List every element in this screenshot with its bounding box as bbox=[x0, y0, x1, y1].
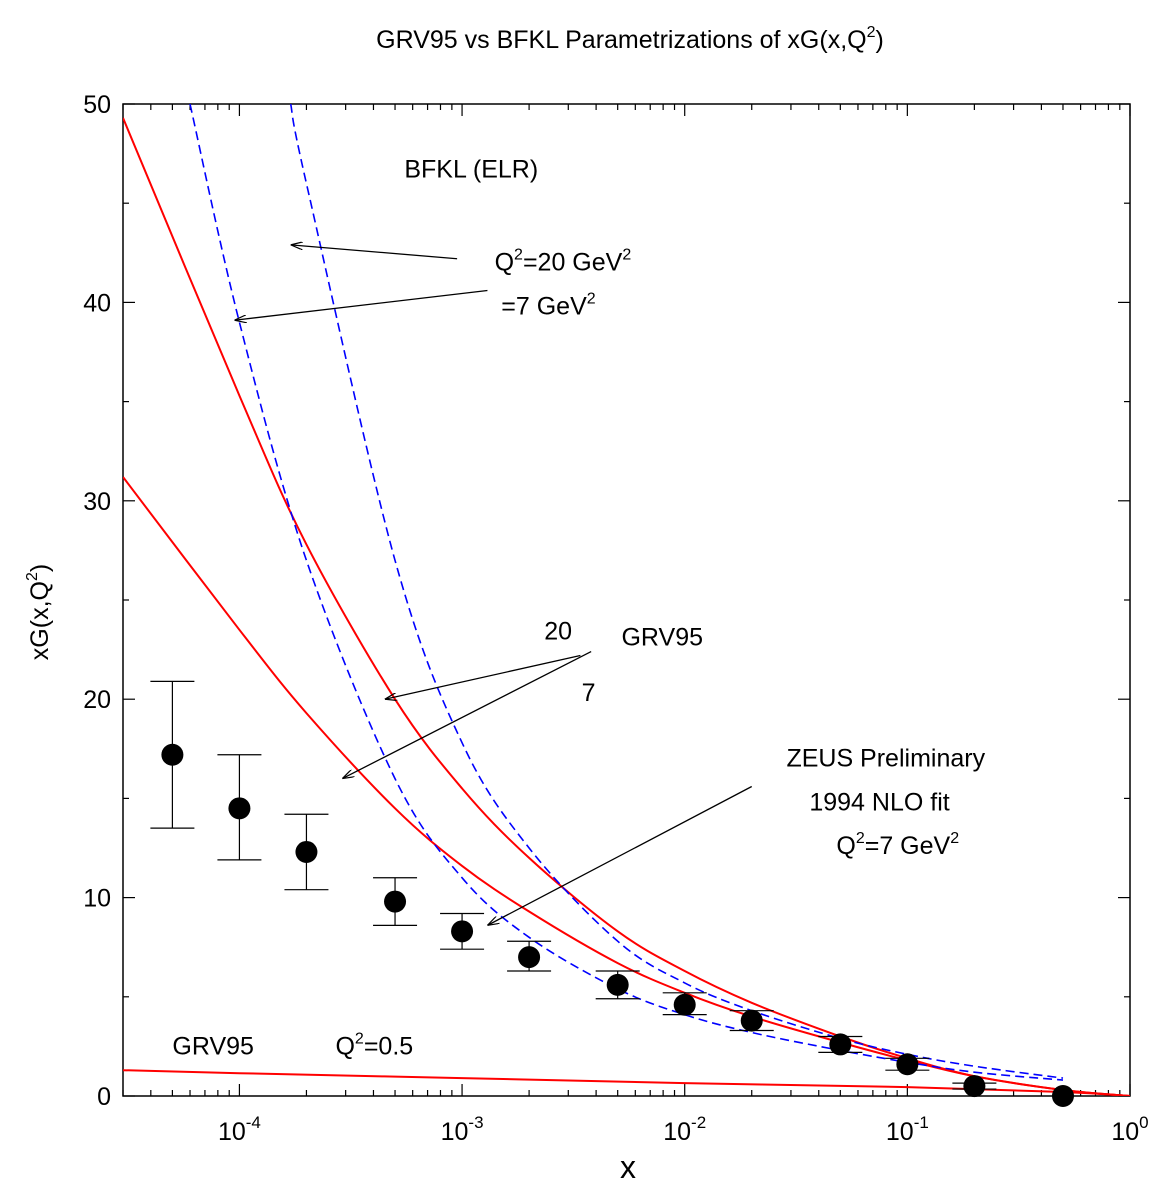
x-tick-label: 10-3 bbox=[441, 1113, 484, 1146]
annotation-zeus2: 1994 NLO fit bbox=[809, 788, 949, 816]
annotation-arrow-n20 bbox=[385, 654, 581, 700]
annotation-arrow-zeus1 bbox=[487, 785, 753, 925]
grv95-curve-2 bbox=[123, 1069, 1130, 1096]
annotation-text: Q bbox=[335, 1032, 354, 1060]
data-point bbox=[606, 973, 629, 996]
annotation-text: 1994 NLO fit bbox=[809, 788, 949, 816]
annotation-superscript-2: 2 bbox=[950, 830, 959, 847]
annotation-arrow-q7 bbox=[234, 289, 488, 320]
annotation-text: GRV95 bbox=[621, 624, 703, 652]
annotation-grvlow1: GRV95 bbox=[172, 1032, 254, 1060]
annotation-text-rest: =0.5 bbox=[364, 1032, 413, 1060]
y-tick-label: 0 bbox=[97, 1083, 111, 1111]
data-point bbox=[295, 840, 318, 863]
annotation-superscript-2: 2 bbox=[622, 247, 631, 264]
annotation-text: =7 GeV bbox=[501, 292, 587, 320]
x-tick-base: 10 bbox=[663, 1118, 691, 1146]
y-axis-label: xG(x,Q2) bbox=[24, 564, 54, 660]
annotation-superscript: 2 bbox=[856, 830, 865, 847]
x-tick-exponent: -1 bbox=[914, 1113, 929, 1132]
x-tick-base: 10 bbox=[441, 1118, 469, 1146]
annotation-text: BFKL (ELR) bbox=[404, 155, 538, 183]
y-axis-label-main: xG(x,Q bbox=[26, 581, 54, 660]
data-point bbox=[161, 743, 184, 766]
annotation-n20: 20 bbox=[544, 618, 572, 646]
grv95-curve-1 bbox=[123, 476, 1130, 1096]
x-tick-base: 10 bbox=[886, 1118, 914, 1146]
annotation-bfkl: BFKL (ELR) bbox=[404, 155, 538, 183]
chart-title: GRV95 vs BFKL Parametrizations of xG(x,Q… bbox=[376, 24, 884, 54]
y-tick-label: 20 bbox=[83, 686, 111, 714]
data-point bbox=[518, 946, 541, 969]
annotation-zeus3: Q2=7 GeV2 bbox=[836, 830, 959, 860]
y-tick-label: 10 bbox=[83, 885, 111, 913]
data-point bbox=[451, 920, 474, 943]
y-axis-label-end: ) bbox=[26, 564, 54, 572]
annotation-text: Q bbox=[836, 832, 855, 860]
annotation-superscript: 2 bbox=[587, 290, 596, 307]
chart-title-end: ) bbox=[876, 26, 884, 54]
annotation-q20: Q2=20 GeV2 bbox=[495, 247, 632, 277]
x-tick-label: 100 bbox=[1111, 1113, 1148, 1146]
x-tick-exponent: -4 bbox=[246, 1113, 261, 1132]
x-tick-exponent: -3 bbox=[468, 1113, 483, 1132]
annotation-text-rest: =7 GeV bbox=[865, 832, 951, 860]
data-point bbox=[740, 1009, 763, 1032]
data-point bbox=[1051, 1085, 1074, 1107]
annotation-arrow-n7 bbox=[342, 651, 592, 779]
annotation-q7: =7 GeV2 bbox=[501, 290, 595, 320]
chart-title-main: GRV95 vs BFKL Parametrizations of xG(x,Q bbox=[376, 26, 866, 54]
x-tick-exponent: -2 bbox=[691, 1113, 706, 1132]
x-tick-label: 10-2 bbox=[663, 1113, 706, 1146]
annotation-superscript: 2 bbox=[355, 1030, 364, 1047]
y-tick-label: 30 bbox=[83, 488, 111, 516]
data-point bbox=[228, 797, 251, 820]
annotation-arrow-q20 bbox=[291, 245, 458, 260]
curves-group bbox=[123, 104, 1130, 1096]
x-axis-label: x bbox=[620, 1149, 636, 1185]
bfkl-curve-3 bbox=[289, 104, 1064, 1079]
annotation-grv95: GRV95 bbox=[621, 624, 703, 652]
annotation-text: ZEUS Preliminary bbox=[786, 745, 985, 773]
annotation-text: 7 bbox=[582, 679, 596, 707]
annotation-text: 20 bbox=[544, 618, 572, 646]
data-point bbox=[829, 1033, 852, 1056]
annotation-zeus1: ZEUS Preliminary bbox=[786, 745, 985, 773]
x-tick-exponent: 0 bbox=[1139, 1113, 1148, 1132]
x-tick-base: 10 bbox=[218, 1118, 246, 1146]
data-point bbox=[963, 1075, 986, 1098]
bfkl-curve-4 bbox=[189, 104, 1064, 1081]
annotation-superscript: 2 bbox=[514, 247, 523, 264]
y-tick-label: 40 bbox=[83, 289, 111, 317]
y-tick-label: 50 bbox=[83, 91, 111, 119]
x-tick-base: 10 bbox=[1111, 1118, 1139, 1146]
annotation-n7: 7 bbox=[582, 679, 596, 707]
annotation-grvlow2: Q2=0.5 bbox=[335, 1030, 413, 1060]
annotation-text-rest: =20 GeV bbox=[523, 249, 623, 277]
data-point bbox=[673, 993, 696, 1016]
x-tick-label: 10-4 bbox=[218, 1113, 261, 1146]
chart-title-superscript: 2 bbox=[867, 24, 876, 41]
annotation-text: Q bbox=[495, 249, 514, 277]
data-point bbox=[896, 1053, 919, 1076]
y-axis-label-superscript: 2 bbox=[24, 572, 41, 581]
data-point bbox=[384, 890, 407, 913]
annotation-text: GRV95 bbox=[172, 1032, 254, 1060]
x-tick-label: 10-1 bbox=[886, 1113, 929, 1146]
